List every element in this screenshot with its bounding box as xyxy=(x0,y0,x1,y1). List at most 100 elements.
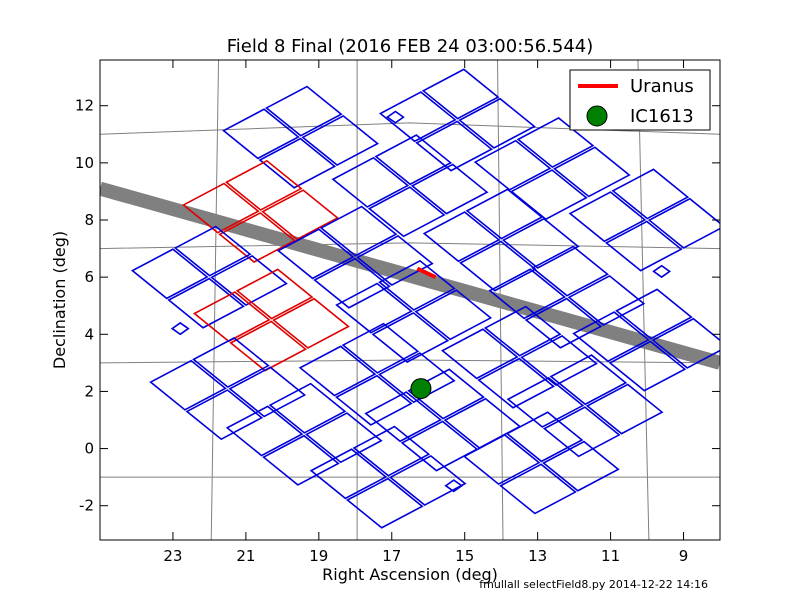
ccd-cell xyxy=(262,434,340,486)
ccd-cell xyxy=(440,328,519,380)
ccd-cell xyxy=(477,357,555,409)
y-tick-label: 0 xyxy=(84,440,94,458)
x-tick-label: 9 xyxy=(679,547,689,565)
ccd-block xyxy=(222,85,380,189)
ccd-cell xyxy=(276,228,355,280)
ccd-cell xyxy=(192,337,270,389)
ccd-cell xyxy=(364,391,443,443)
ccd-block xyxy=(572,288,720,392)
ccd-cell xyxy=(222,108,300,160)
ccd-cell xyxy=(192,291,271,343)
x-tick-label: 19 xyxy=(309,547,328,565)
ccd-cell xyxy=(410,163,489,215)
ccd-cell xyxy=(335,374,413,426)
ccd-cell xyxy=(549,354,628,406)
y-tick-label: 4 xyxy=(84,325,94,343)
legend-label-ic1613: IC1613 xyxy=(630,106,694,127)
ccd-cell xyxy=(651,317,720,369)
ccd-block xyxy=(192,268,350,372)
ccd-cell xyxy=(367,186,446,238)
ccd-block xyxy=(130,225,288,329)
ccd-block xyxy=(276,205,434,309)
y-tick-label: 10 xyxy=(75,154,94,172)
ccd-cell xyxy=(414,289,493,341)
ccd-block xyxy=(309,425,467,529)
ccd-cell xyxy=(224,159,303,211)
ccd-cell xyxy=(524,297,603,349)
x-tick-label: 13 xyxy=(528,547,547,565)
axis-ticks: 23 21 19 17 15 13 11 9 12 10 8 6 4 2 0 -2 xyxy=(75,60,720,565)
ccd-block xyxy=(568,168,720,272)
ccd-block xyxy=(225,382,383,486)
ccd-cell xyxy=(499,463,577,515)
footer-credit: fmullall selectField8.py 2014-12-22 14:1… xyxy=(479,578,708,591)
y-tick-label: -2 xyxy=(79,497,94,515)
ccd-cell xyxy=(229,320,307,372)
ccd-block xyxy=(422,188,580,292)
x-tick-label: 21 xyxy=(236,547,255,565)
ccd-cell xyxy=(421,68,500,120)
small-marker xyxy=(444,479,464,493)
ccd-cell xyxy=(268,382,347,434)
series-layer xyxy=(410,266,437,400)
ccd-cell xyxy=(309,448,388,500)
ccd-cell xyxy=(611,168,690,220)
ccd-cell xyxy=(388,454,467,506)
ccd-block xyxy=(378,68,536,172)
ccd-cell xyxy=(568,191,647,243)
ccd-cell xyxy=(462,434,541,486)
x-tick-label: 11 xyxy=(601,547,620,565)
y-axis-label: Declination (deg) xyxy=(50,231,69,369)
grid-line-ra xyxy=(210,60,220,540)
small-marker xyxy=(170,321,190,336)
ccd-cell xyxy=(298,345,377,397)
ccd-cell xyxy=(572,311,650,363)
ccd-cell xyxy=(585,383,664,435)
ccd-cell xyxy=(228,366,307,418)
ccd-cell xyxy=(182,182,260,234)
ccd-cell xyxy=(604,220,683,272)
ccd-block xyxy=(331,134,489,238)
y-tick-label: 8 xyxy=(84,211,94,229)
ccd-cell xyxy=(167,277,245,329)
ccd-cell xyxy=(483,305,562,357)
ccd-cell xyxy=(235,268,314,320)
ccd-cell xyxy=(301,114,380,166)
plot-area xyxy=(100,60,720,540)
ccd-cell xyxy=(407,368,485,420)
ccd-cell xyxy=(346,477,424,529)
ccd-cell xyxy=(510,169,588,221)
ccd-cell xyxy=(341,322,420,374)
ccd-cell xyxy=(615,288,693,340)
ccd-cell xyxy=(647,197,720,249)
ccd-cell xyxy=(356,234,434,286)
y-tick-label: 6 xyxy=(84,268,94,286)
ccd-cell xyxy=(130,248,209,300)
ccd-cell xyxy=(218,211,297,263)
ccd-cell xyxy=(210,254,288,306)
ccd-cell xyxy=(173,225,252,277)
x-tick-label: 23 xyxy=(163,547,182,565)
ccd-cell xyxy=(531,245,609,297)
uranus-track xyxy=(416,266,437,279)
small-marker xyxy=(385,110,405,124)
ccd-cell xyxy=(378,259,456,311)
ccd-block xyxy=(182,159,339,263)
y-tick-label: 2 xyxy=(84,382,94,400)
ccd-cell xyxy=(225,405,304,457)
legend-swatch-ic1613 xyxy=(586,105,608,127)
grid-line-dec xyxy=(100,242,720,250)
ccd-cell xyxy=(542,440,620,492)
chart-title: Field 8 Final (2016 FEB 24 03:00:56.544) xyxy=(227,36,594,57)
y-tick-label: 12 xyxy=(75,97,94,115)
ccd-block xyxy=(462,411,620,515)
ccd-cell xyxy=(458,97,536,149)
ccd-cell xyxy=(371,311,450,363)
ccd-cell xyxy=(265,85,343,137)
ccd-cell xyxy=(319,205,398,257)
ccd-cell xyxy=(305,412,383,464)
ccd-cell xyxy=(313,257,391,309)
ccd-cell xyxy=(553,146,631,198)
ccd-cell xyxy=(473,139,552,191)
